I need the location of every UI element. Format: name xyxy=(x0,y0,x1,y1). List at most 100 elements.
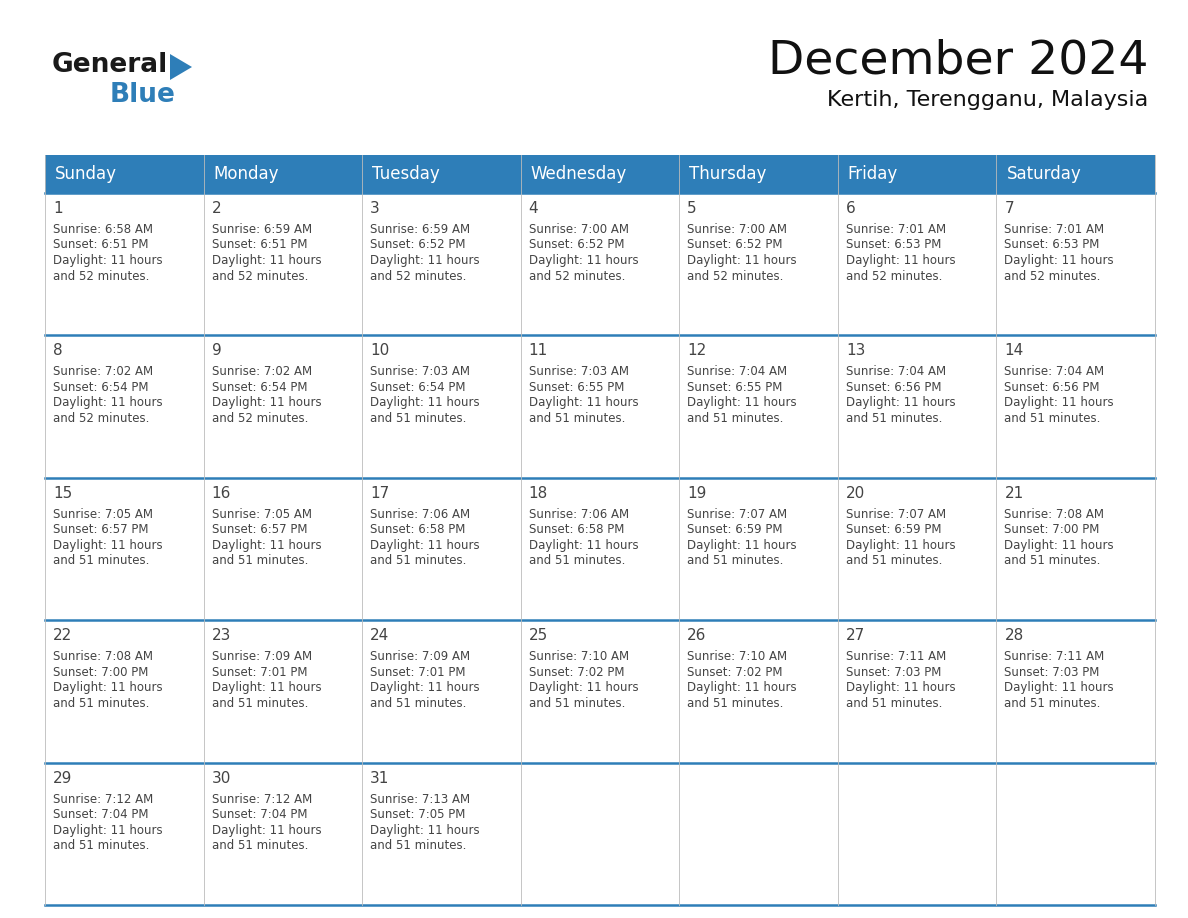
Text: and 51 minutes.: and 51 minutes. xyxy=(846,554,942,567)
Text: 16: 16 xyxy=(211,486,230,501)
Text: Daylight: 11 hours: Daylight: 11 hours xyxy=(688,539,797,552)
Text: and 51 minutes.: and 51 minutes. xyxy=(529,554,625,567)
Text: Sunset: 6:54 PM: Sunset: 6:54 PM xyxy=(371,381,466,394)
Text: Sunrise: 7:05 AM: Sunrise: 7:05 AM xyxy=(53,508,153,521)
Text: Sunset: 6:52 PM: Sunset: 6:52 PM xyxy=(371,239,466,252)
Text: and 52 minutes.: and 52 minutes. xyxy=(529,270,625,283)
Text: and 51 minutes.: and 51 minutes. xyxy=(211,839,308,852)
Text: Sunrise: 7:08 AM: Sunrise: 7:08 AM xyxy=(1004,508,1105,521)
Text: 29: 29 xyxy=(53,770,72,786)
Text: 15: 15 xyxy=(53,486,72,501)
Text: Sunrise: 7:09 AM: Sunrise: 7:09 AM xyxy=(211,650,311,663)
Text: Daylight: 11 hours: Daylight: 11 hours xyxy=(53,681,163,694)
Text: Sunrise: 7:03 AM: Sunrise: 7:03 AM xyxy=(371,365,470,378)
Text: Daylight: 11 hours: Daylight: 11 hours xyxy=(211,397,321,409)
Text: 24: 24 xyxy=(371,628,390,644)
Text: 4: 4 xyxy=(529,201,538,216)
Text: and 51 minutes.: and 51 minutes. xyxy=(53,697,150,710)
Text: Daylight: 11 hours: Daylight: 11 hours xyxy=(53,539,163,552)
Text: 5: 5 xyxy=(688,201,697,216)
Text: General: General xyxy=(52,52,169,78)
Text: 1: 1 xyxy=(53,201,63,216)
Text: Sunday: Sunday xyxy=(55,165,116,183)
Text: 11: 11 xyxy=(529,343,548,358)
Text: Sunrise: 7:11 AM: Sunrise: 7:11 AM xyxy=(846,650,946,663)
Text: Sunrise: 7:05 AM: Sunrise: 7:05 AM xyxy=(211,508,311,521)
Text: 7: 7 xyxy=(1004,201,1015,216)
Text: Sunset: 7:00 PM: Sunset: 7:00 PM xyxy=(1004,523,1100,536)
Text: and 51 minutes.: and 51 minutes. xyxy=(846,412,942,425)
Text: Sunset: 6:56 PM: Sunset: 6:56 PM xyxy=(1004,381,1100,394)
Text: 12: 12 xyxy=(688,343,707,358)
Text: Sunrise: 6:58 AM: Sunrise: 6:58 AM xyxy=(53,223,153,236)
Text: Daylight: 11 hours: Daylight: 11 hours xyxy=(688,681,797,694)
Text: and 51 minutes.: and 51 minutes. xyxy=(529,697,625,710)
Text: Sunset: 7:00 PM: Sunset: 7:00 PM xyxy=(53,666,148,678)
Text: 19: 19 xyxy=(688,486,707,501)
Text: Daylight: 11 hours: Daylight: 11 hours xyxy=(371,539,480,552)
Text: Sunset: 7:01 PM: Sunset: 7:01 PM xyxy=(211,666,307,678)
Text: 28: 28 xyxy=(1004,628,1024,644)
Polygon shape xyxy=(170,54,192,80)
Text: 31: 31 xyxy=(371,770,390,786)
Text: Sunrise: 7:00 AM: Sunrise: 7:00 AM xyxy=(529,223,628,236)
Text: Daylight: 11 hours: Daylight: 11 hours xyxy=(846,539,955,552)
Text: and 52 minutes.: and 52 minutes. xyxy=(846,270,942,283)
Text: Sunset: 6:52 PM: Sunset: 6:52 PM xyxy=(529,239,624,252)
Text: Daylight: 11 hours: Daylight: 11 hours xyxy=(211,681,321,694)
Text: and 51 minutes.: and 51 minutes. xyxy=(1004,412,1101,425)
Text: 10: 10 xyxy=(371,343,390,358)
Text: Daylight: 11 hours: Daylight: 11 hours xyxy=(846,397,955,409)
Text: Sunrise: 7:08 AM: Sunrise: 7:08 AM xyxy=(53,650,153,663)
Text: and 51 minutes.: and 51 minutes. xyxy=(53,839,150,852)
Text: Kertih, Terengganu, Malaysia: Kertih, Terengganu, Malaysia xyxy=(827,90,1148,110)
Text: 8: 8 xyxy=(53,343,63,358)
Text: Sunrise: 7:12 AM: Sunrise: 7:12 AM xyxy=(53,792,153,806)
Text: 18: 18 xyxy=(529,486,548,501)
Text: 22: 22 xyxy=(53,628,72,644)
Text: Sunrise: 7:07 AM: Sunrise: 7:07 AM xyxy=(688,508,788,521)
Text: Sunrise: 7:01 AM: Sunrise: 7:01 AM xyxy=(1004,223,1105,236)
Text: Sunrise: 7:02 AM: Sunrise: 7:02 AM xyxy=(53,365,153,378)
Text: Sunrise: 7:12 AM: Sunrise: 7:12 AM xyxy=(211,792,311,806)
Text: Monday: Monday xyxy=(214,165,279,183)
Text: Sunset: 6:53 PM: Sunset: 6:53 PM xyxy=(1004,239,1100,252)
Bar xyxy=(45,477,1155,621)
Text: 9: 9 xyxy=(211,343,221,358)
Text: Sunset: 6:51 PM: Sunset: 6:51 PM xyxy=(53,239,148,252)
Text: Daylight: 11 hours: Daylight: 11 hours xyxy=(529,539,638,552)
Text: Daylight: 11 hours: Daylight: 11 hours xyxy=(371,397,480,409)
Text: and 52 minutes.: and 52 minutes. xyxy=(211,270,308,283)
Text: Sunset: 6:51 PM: Sunset: 6:51 PM xyxy=(211,239,307,252)
Text: Sunrise: 7:10 AM: Sunrise: 7:10 AM xyxy=(529,650,628,663)
Text: Daylight: 11 hours: Daylight: 11 hours xyxy=(53,823,163,836)
Text: Sunrise: 7:13 AM: Sunrise: 7:13 AM xyxy=(371,792,470,806)
Text: 27: 27 xyxy=(846,628,865,644)
Text: Sunset: 7:03 PM: Sunset: 7:03 PM xyxy=(846,666,941,678)
Text: Sunset: 6:54 PM: Sunset: 6:54 PM xyxy=(211,381,307,394)
Text: Saturday: Saturday xyxy=(1006,165,1081,183)
Text: Sunrise: 7:03 AM: Sunrise: 7:03 AM xyxy=(529,365,628,378)
Text: Blue: Blue xyxy=(110,82,176,108)
Text: and 51 minutes.: and 51 minutes. xyxy=(371,554,467,567)
Text: Sunset: 6:59 PM: Sunset: 6:59 PM xyxy=(846,523,941,536)
Text: Sunrise: 6:59 AM: Sunrise: 6:59 AM xyxy=(371,223,470,236)
Text: and 51 minutes.: and 51 minutes. xyxy=(371,839,467,852)
Text: Daylight: 11 hours: Daylight: 11 hours xyxy=(529,681,638,694)
Text: and 51 minutes.: and 51 minutes. xyxy=(1004,697,1101,710)
Text: and 52 minutes.: and 52 minutes. xyxy=(53,412,150,425)
Text: Sunrise: 7:06 AM: Sunrise: 7:06 AM xyxy=(371,508,470,521)
Text: Daylight: 11 hours: Daylight: 11 hours xyxy=(53,397,163,409)
Text: and 51 minutes.: and 51 minutes. xyxy=(371,412,467,425)
Text: and 51 minutes.: and 51 minutes. xyxy=(529,412,625,425)
Text: Daylight: 11 hours: Daylight: 11 hours xyxy=(846,681,955,694)
Text: Daylight: 11 hours: Daylight: 11 hours xyxy=(529,397,638,409)
Text: Daylight: 11 hours: Daylight: 11 hours xyxy=(688,397,797,409)
Bar xyxy=(45,621,1155,763)
Text: and 51 minutes.: and 51 minutes. xyxy=(53,554,150,567)
Text: Sunrise: 7:02 AM: Sunrise: 7:02 AM xyxy=(211,365,311,378)
Text: Sunset: 7:02 PM: Sunset: 7:02 PM xyxy=(688,666,783,678)
Text: Sunrise: 7:01 AM: Sunrise: 7:01 AM xyxy=(846,223,946,236)
Text: Daylight: 11 hours: Daylight: 11 hours xyxy=(371,823,480,836)
Text: and 52 minutes.: and 52 minutes. xyxy=(371,270,467,283)
